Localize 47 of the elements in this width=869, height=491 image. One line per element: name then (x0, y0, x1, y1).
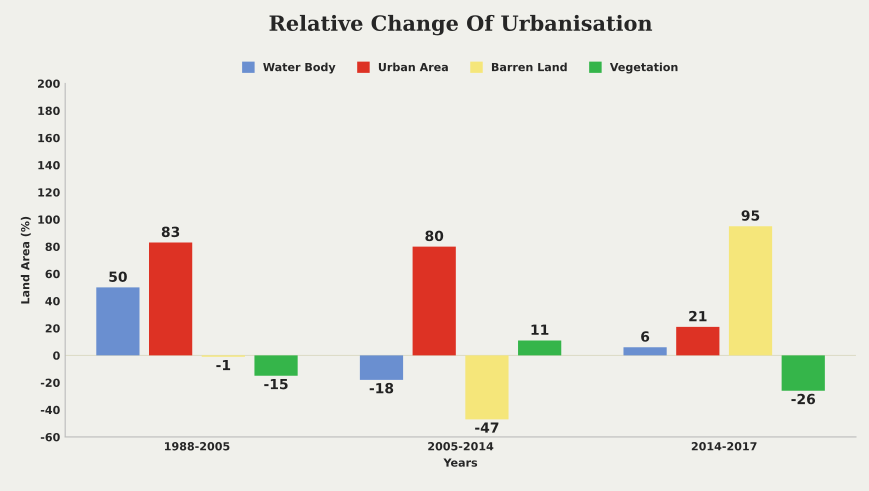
data-label: 21 (689, 310, 707, 322)
y-tick-label: 40 (45, 296, 60, 306)
x-tick-label: 1988-2005 (165, 442, 230, 450)
legend-label: Urban Area (378, 62, 448, 72)
data-label: -18 (370, 382, 394, 394)
bar (676, 326, 720, 356)
data-label: 50 (109, 271, 127, 282)
data-label: 80 (425, 230, 444, 242)
y-tick-label: 80 (46, 242, 60, 252)
x-tick-label: 2014-2017 (692, 442, 757, 450)
data-label: -26 (791, 394, 816, 404)
legend-label: Barren Land (492, 62, 567, 72)
data-label: 95 (742, 210, 760, 221)
bar (360, 355, 404, 380)
y-tick-label: 200 (38, 79, 60, 88)
y-tick-label: 180 (38, 106, 60, 116)
bar (782, 355, 825, 391)
y-tick-label: -60 (40, 432, 60, 442)
bar (149, 242, 192, 356)
y-tick-label: 160 (38, 134, 60, 142)
x-axis-title: Years (443, 458, 478, 467)
bar (518, 340, 562, 356)
bar (728, 226, 772, 356)
y-tick-label: 140 (38, 161, 60, 170)
bar (623, 347, 667, 356)
y-tick-label: 120 (38, 188, 60, 197)
bar (254, 355, 298, 376)
y-tick-label: 0 (53, 351, 60, 360)
data-label: 6 (641, 331, 650, 342)
data-label: -1 (216, 360, 230, 370)
data-label: 11 (532, 324, 548, 335)
data-label: -15 (264, 379, 288, 390)
legend-label: Water Body (263, 62, 336, 74)
data-label: 83 (162, 226, 180, 238)
y-tick-label: 100 (38, 215, 60, 224)
legend-label: Vegetation (610, 62, 678, 74)
y-axis-title: Land Area (%) (20, 216, 31, 304)
y-tick-label: -40 (40, 406, 60, 414)
chart-title: Relative Change Of Urbanisation (270, 14, 652, 36)
bar (465, 355, 509, 420)
x-tick-label: 2005-2014 (428, 442, 494, 450)
data-label: -47 (475, 422, 498, 433)
y-tick-label: -20 (40, 378, 60, 387)
bar (96, 287, 140, 356)
y-tick-label: 60 (46, 270, 60, 278)
y-tick-label: 20 (46, 324, 60, 333)
bar (412, 246, 456, 356)
